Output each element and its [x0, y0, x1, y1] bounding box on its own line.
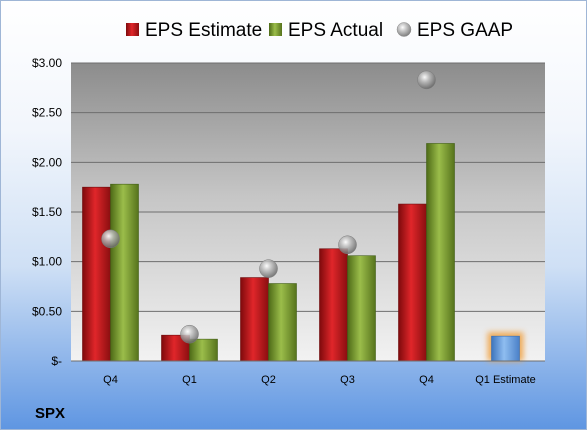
- bar-eps-estimate: [82, 186, 111, 362]
- y-tick-label: $1.50: [32, 205, 62, 219]
- x-tick-label: Q2: [261, 374, 276, 386]
- gaap-markers: [101, 70, 436, 344]
- legend-label-actual: EPS Actual: [288, 20, 383, 41]
- gaap-marker: [180, 324, 199, 344]
- y-tick-label: $0.50: [32, 304, 62, 318]
- y-tick-label: $-: [51, 354, 62, 368]
- gaap-marker: [101, 229, 120, 249]
- bar-eps-actual: [426, 143, 455, 362]
- x-tick-label: Q4: [103, 374, 118, 386]
- legend-swatch-actual: [269, 23, 282, 36]
- x-tick-label: Q1: [182, 374, 197, 386]
- bar-eps-actual: [347, 255, 376, 362]
- legend: EPS Estimate EPS Actual EPS GAAP: [126, 20, 513, 41]
- bar-eps-estimate: [398, 203, 427, 362]
- bar-eps-estimate: [319, 248, 348, 362]
- x-tick-label: Q1 Estimate: [475, 374, 536, 386]
- x-tick-label: Q4: [419, 374, 434, 386]
- x-tick-label: Q3: [340, 374, 355, 386]
- bars: [82, 143, 524, 362]
- y-tick-label: $2.00: [32, 155, 62, 169]
- y-tick-label: $2.50: [32, 106, 62, 120]
- gaap-marker: [417, 70, 436, 90]
- bar-eps-estimate-forecast: [491, 335, 520, 362]
- axes: $- $0.50 $1.00 $1.50 $2.00 $2.50 $3.00 Q4 Q1 Q2 Q3…: [32, 56, 545, 386]
- ticker-label: SPX: [35, 405, 65, 422]
- legend-swatch-gaap: [396, 22, 412, 37]
- gaap-marker: [338, 235, 357, 255]
- y-tick-label: $1.00: [32, 255, 62, 269]
- legend-label-estimate: EPS Estimate: [145, 20, 262, 41]
- bar-eps-actual: [189, 338, 218, 362]
- bar-eps-actual: [110, 183, 139, 362]
- y-tick-label: $3.00: [32, 56, 62, 70]
- legend-swatch-estimate: [126, 23, 139, 36]
- gaap-marker: [259, 259, 278, 278]
- bar-eps-actual: [268, 283, 297, 362]
- bar-eps-estimate: [240, 277, 269, 362]
- legend-label-gaap: EPS GAAP: [417, 20, 513, 41]
